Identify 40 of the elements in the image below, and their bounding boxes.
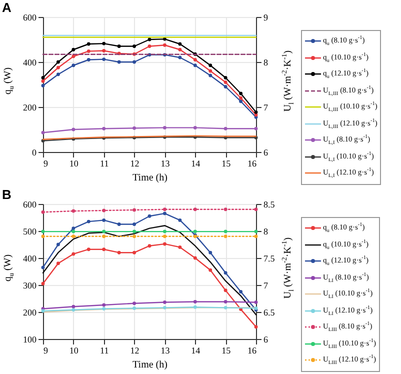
x-tick-label: 11	[100, 346, 109, 356]
y-tick-label: 0	[32, 148, 37, 158]
y2-tick-label: 7.5	[264, 254, 276, 264]
x-tick-label: 11	[100, 158, 109, 168]
y-tick-label: 400	[23, 254, 37, 264]
x-tick-label: 10	[69, 158, 79, 168]
y-tick-label: 200	[23, 308, 37, 318]
y2-tick-label: 8	[264, 226, 268, 236]
x-tick-label: 15	[222, 158, 232, 168]
y-tick-label: 400	[23, 58, 37, 68]
x-tick-label: 15	[222, 346, 232, 356]
y-tick-label: 300	[23, 280, 37, 290]
x-tick-label: 16	[248, 346, 257, 356]
x-tick-label: 14	[191, 158, 201, 168]
x-tick-label: 9	[44, 158, 48, 168]
chart-title: A	[2, 0, 12, 15]
y-tick-label: 100	[23, 334, 37, 344]
y-tick-label: 500	[23, 226, 37, 236]
x-tick-label: 9	[44, 346, 48, 356]
x-tick-label: 14	[191, 346, 201, 356]
y-tick-label: 200	[23, 102, 37, 112]
y2-tick-label: 7	[264, 280, 268, 290]
x-tick-label: 13	[160, 346, 170, 356]
x-axis-title: Time (h)	[132, 360, 168, 370]
x-tick-label: 12	[130, 158, 140, 168]
x-tick-label: 16	[248, 158, 257, 168]
y2-tick-label: 8.5	[264, 200, 276, 210]
y-tick-label: 600	[23, 200, 37, 210]
x-tick-label: 10	[69, 346, 79, 356]
y2-tick-label: 8	[264, 58, 268, 68]
y2-tick-label: 7	[264, 102, 268, 112]
y2-tick-label: 6.5	[264, 308, 276, 318]
y2-tick-label: 9	[264, 12, 268, 22]
y2-tick-label: 6	[264, 148, 268, 158]
y2-tick-label: 6	[264, 334, 268, 344]
x-axis-title: Time (h)	[132, 172, 168, 184]
y-tick-label: 600	[23, 12, 37, 22]
x-tick-label: 13	[160, 158, 170, 168]
chart-title: B	[2, 187, 12, 202]
x-tick-label: 12	[130, 346, 140, 356]
